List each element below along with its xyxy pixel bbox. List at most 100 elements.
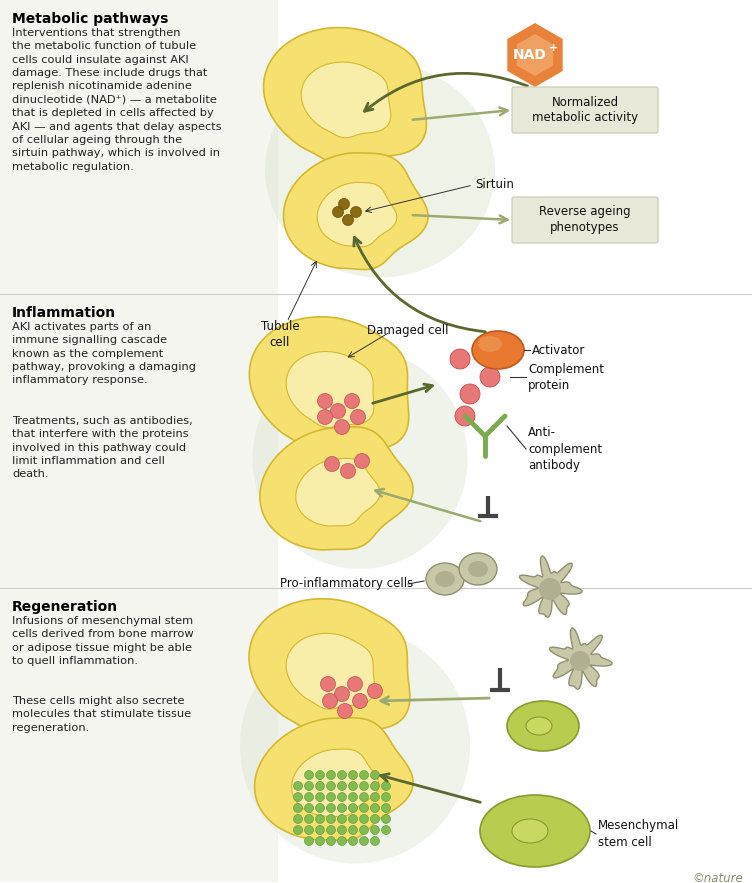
Circle shape — [338, 836, 347, 846]
Circle shape — [293, 793, 302, 802]
Circle shape — [335, 686, 350, 701]
Circle shape — [348, 793, 357, 802]
Polygon shape — [302, 62, 391, 138]
Circle shape — [326, 793, 335, 802]
Polygon shape — [260, 426, 413, 550]
Polygon shape — [317, 183, 397, 246]
Circle shape — [326, 826, 335, 834]
Circle shape — [293, 814, 302, 824]
Circle shape — [316, 804, 325, 812]
Text: Damaged cell: Damaged cell — [367, 324, 449, 337]
Circle shape — [348, 771, 357, 780]
Circle shape — [316, 793, 325, 802]
Circle shape — [371, 781, 380, 790]
Circle shape — [317, 394, 332, 409]
Text: AKI activates parts of an
immune signalling cascade
known as the complement
path: AKI activates parts of an immune signall… — [12, 322, 196, 386]
Polygon shape — [517, 34, 553, 76]
Ellipse shape — [507, 701, 579, 751]
Circle shape — [359, 814, 368, 824]
Circle shape — [316, 836, 325, 846]
Polygon shape — [550, 628, 612, 689]
Circle shape — [325, 457, 339, 472]
Text: Sirtuin: Sirtuin — [475, 178, 514, 192]
Circle shape — [350, 207, 362, 217]
Ellipse shape — [265, 63, 495, 277]
Text: NAD: NAD — [513, 48, 547, 62]
Circle shape — [381, 781, 390, 790]
Circle shape — [293, 804, 302, 812]
Circle shape — [353, 693, 368, 708]
Circle shape — [371, 836, 380, 846]
Circle shape — [460, 384, 480, 404]
Circle shape — [381, 826, 390, 834]
Circle shape — [293, 781, 302, 790]
Circle shape — [316, 781, 325, 790]
Circle shape — [326, 804, 335, 812]
Ellipse shape — [468, 561, 488, 577]
Text: Metabolic pathways: Metabolic pathways — [12, 12, 168, 26]
Polygon shape — [520, 556, 582, 617]
Text: Treatments, such as antibodies,
that interfere with the proteins
involved in thi: Treatments, such as antibodies, that int… — [12, 416, 193, 479]
Circle shape — [338, 826, 347, 834]
Text: Regeneration: Regeneration — [12, 600, 118, 614]
Circle shape — [348, 781, 357, 790]
Polygon shape — [287, 633, 374, 709]
Circle shape — [332, 207, 344, 217]
Text: Pro-inflammatory cells: Pro-inflammatory cells — [280, 577, 414, 591]
Text: Complement
protein: Complement protein — [528, 363, 604, 391]
Polygon shape — [292, 749, 379, 817]
Ellipse shape — [253, 349, 468, 569]
Circle shape — [450, 349, 470, 369]
Circle shape — [381, 804, 390, 812]
Polygon shape — [284, 153, 428, 269]
Circle shape — [330, 404, 345, 419]
Circle shape — [381, 793, 390, 802]
Circle shape — [381, 814, 390, 824]
Polygon shape — [296, 458, 380, 526]
Circle shape — [305, 814, 314, 824]
Ellipse shape — [435, 571, 455, 587]
Circle shape — [371, 826, 380, 834]
Ellipse shape — [426, 563, 464, 595]
Circle shape — [338, 814, 347, 824]
Circle shape — [305, 771, 314, 780]
Circle shape — [293, 826, 302, 834]
Circle shape — [338, 781, 347, 790]
Text: Mesenchymal
stem cell: Mesenchymal stem cell — [598, 819, 679, 849]
Circle shape — [341, 464, 356, 479]
Ellipse shape — [512, 819, 548, 843]
Circle shape — [326, 814, 335, 824]
FancyBboxPatch shape — [512, 197, 658, 243]
Text: Tubule
cell: Tubule cell — [261, 320, 299, 349]
Bar — [0, 294, 278, 588]
Circle shape — [305, 793, 314, 802]
Circle shape — [317, 410, 332, 425]
Ellipse shape — [472, 331, 524, 369]
Circle shape — [326, 836, 335, 846]
Polygon shape — [255, 718, 413, 841]
Text: Reverse ageing
phenotypes: Reverse ageing phenotypes — [539, 206, 631, 235]
Circle shape — [350, 410, 365, 425]
Circle shape — [371, 804, 380, 812]
Circle shape — [305, 804, 314, 812]
Circle shape — [570, 651, 590, 671]
Circle shape — [326, 781, 335, 790]
Circle shape — [348, 814, 357, 824]
Circle shape — [371, 771, 380, 780]
Circle shape — [316, 826, 325, 834]
Circle shape — [335, 419, 350, 434]
Text: Interventions that strengthen
the metabolic function of tubule
cells could insul: Interventions that strengthen the metabo… — [12, 28, 222, 171]
Circle shape — [359, 836, 368, 846]
Circle shape — [371, 814, 380, 824]
Circle shape — [371, 793, 380, 802]
Polygon shape — [250, 317, 409, 455]
Circle shape — [455, 406, 475, 426]
Circle shape — [348, 804, 357, 812]
Circle shape — [359, 781, 368, 790]
Circle shape — [539, 578, 561, 600]
Circle shape — [344, 394, 359, 409]
Ellipse shape — [478, 336, 502, 352]
Circle shape — [326, 771, 335, 780]
Bar — [0, 588, 278, 882]
Text: +: + — [549, 43, 558, 53]
